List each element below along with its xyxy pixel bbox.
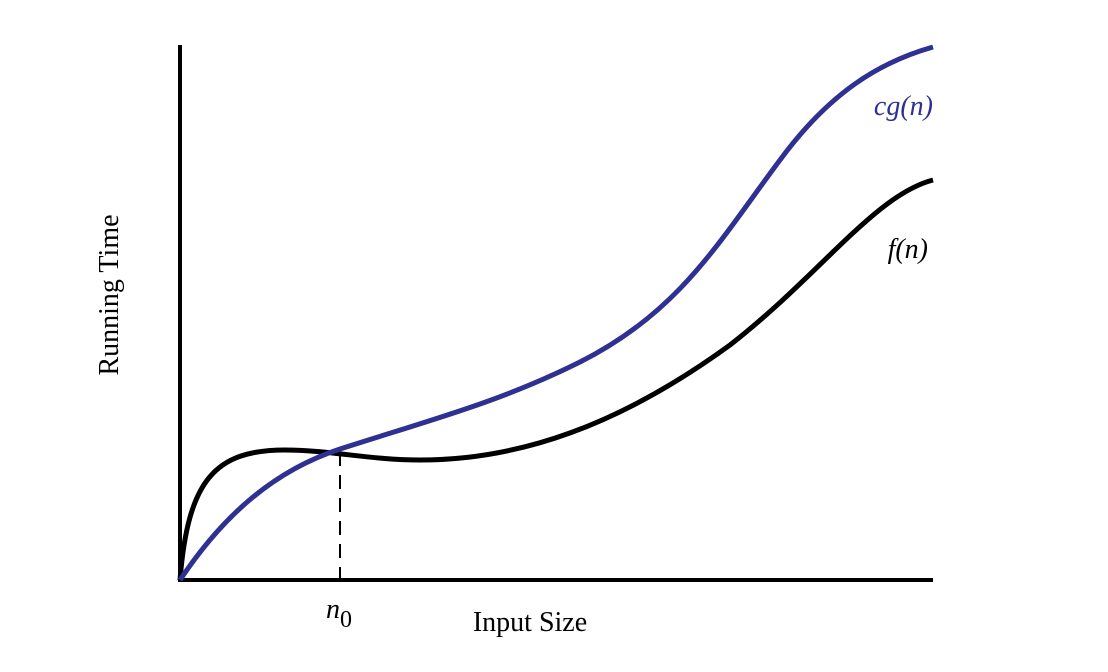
f-label: f(n) (888, 234, 928, 265)
n0-label: n0 (326, 594, 352, 633)
x-axis-label: Input Size (473, 607, 587, 638)
y-axis-label: Running Time (94, 214, 125, 375)
n0-base: n (326, 594, 340, 625)
cg-curve (177, 44, 934, 582)
cg-label: cg(n) (874, 91, 933, 122)
f-curve (177, 177, 934, 581)
n0-sub: 0 (340, 607, 352, 633)
